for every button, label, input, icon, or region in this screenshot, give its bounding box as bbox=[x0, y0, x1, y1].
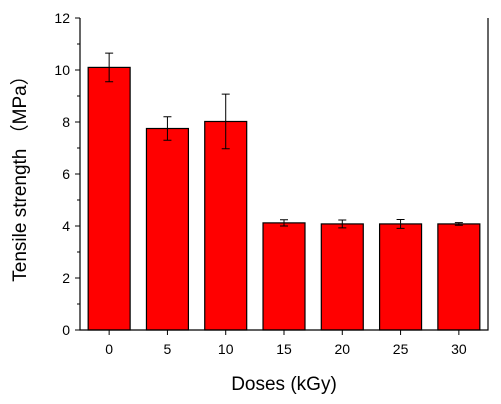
error-bar-30 bbox=[454, 222, 463, 226]
y-ticks-group: 0 2 4 6 8 10 12 bbox=[54, 10, 80, 338]
bar-25 bbox=[378, 223, 423, 331]
x-tick-label-5: 5 bbox=[164, 341, 172, 357]
bar-5 bbox=[145, 127, 190, 331]
y-tick-label-8: 8 bbox=[62, 114, 70, 130]
bar-30 bbox=[437, 223, 481, 331]
error-bar-5 bbox=[163, 116, 172, 141]
x-tick-label-10: 10 bbox=[218, 341, 234, 357]
error-bar-10 bbox=[221, 93, 230, 150]
x-tick-label-20: 20 bbox=[334, 341, 350, 357]
x-axis-title: Doses (kGy) bbox=[231, 374, 337, 395]
error-bar-20 bbox=[338, 219, 347, 229]
bar-0 bbox=[87, 66, 131, 331]
bars-group bbox=[87, 66, 481, 331]
error-bars-group bbox=[105, 52, 463, 229]
bar-20 bbox=[320, 223, 364, 331]
error-bar-15 bbox=[280, 219, 288, 227]
y-tick-label-6: 6 bbox=[62, 166, 70, 182]
x-tick-label-30: 30 bbox=[451, 341, 467, 357]
x-tick-label-25: 25 bbox=[393, 341, 409, 357]
error-bar-0 bbox=[105, 52, 114, 83]
x-tick-label-15: 15 bbox=[276, 341, 292, 357]
bar-10 bbox=[204, 120, 248, 331]
error-bar-25 bbox=[396, 219, 405, 229]
y-tick-label-0: 0 bbox=[62, 322, 70, 338]
bar-15 bbox=[262, 222, 306, 331]
x-tick-label-0: 0 bbox=[105, 341, 113, 357]
y-axis-title: Tensile strength （MPa） bbox=[9, 66, 31, 281]
y-tick-label-10: 10 bbox=[54, 62, 70, 78]
y-tick-label-2: 2 bbox=[62, 270, 70, 286]
y-tick-label-4: 4 bbox=[62, 218, 70, 234]
x-ticks-group: 0 5 10 15 20 25 30 bbox=[105, 330, 467, 357]
y-tick-label-12: 12 bbox=[54, 10, 70, 26]
